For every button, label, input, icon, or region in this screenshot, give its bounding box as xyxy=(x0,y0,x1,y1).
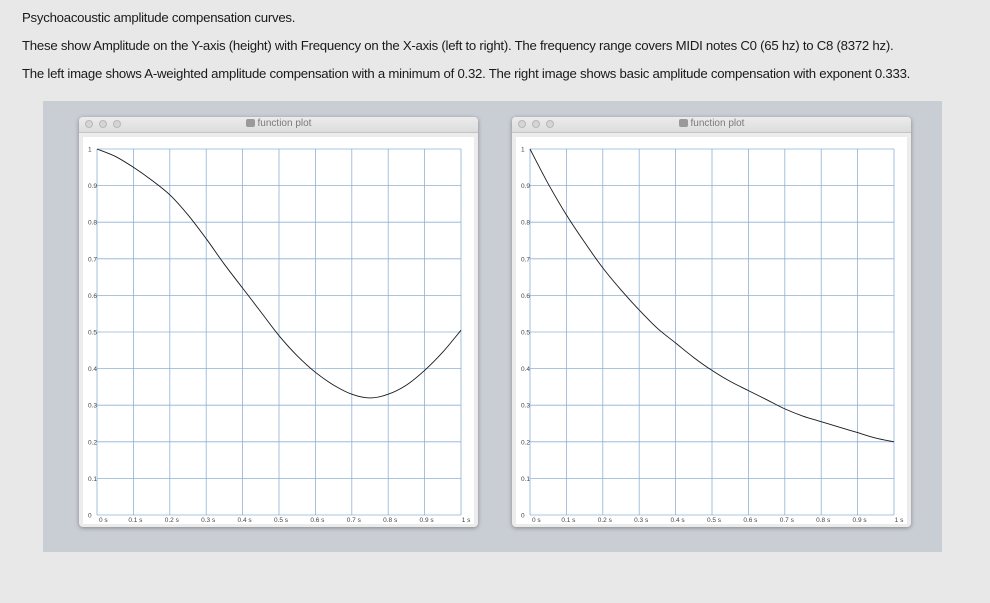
x-tick-label: 0.6 s xyxy=(743,517,758,524)
y-tick-label: 1 xyxy=(88,147,92,154)
y-tick-label: 0.2 xyxy=(521,439,530,446)
plot-area: 0 s 0.1 s 0.2 s 0.3 s 0.4 s 0.5 s 0.6 s 0.7 s 0.… xyxy=(83,137,474,524)
y-tick-label: 0.6 xyxy=(521,293,530,300)
x-tick-label: 0.8 s xyxy=(816,517,831,524)
y-tick-label: 0.7 xyxy=(88,256,97,263)
description-title: Psychoacoustic amplitude compensation cu… xyxy=(22,10,296,25)
x-tick-label: 0.6 s xyxy=(310,517,325,524)
x-tick-label: 0.5 s xyxy=(707,517,722,524)
window-title: function plot xyxy=(257,118,312,129)
x-tick-label: 0.8 s xyxy=(383,517,398,524)
y-tick-label: 0.3 xyxy=(88,403,97,410)
close-window-button[interactable] xyxy=(85,120,93,128)
y-tick-label: 0 xyxy=(521,513,525,520)
y-tick-label: 0.1 xyxy=(88,476,97,483)
description-images: The left image shows A-weighted amplitud… xyxy=(22,66,911,81)
x-tick-label: 0.5 s xyxy=(274,517,289,524)
document-icon xyxy=(678,119,688,127)
y-tick-label: 0.5 xyxy=(88,330,97,337)
y-tick-label: 0.9 xyxy=(88,183,97,190)
window-titlebar[interactable]: function plot xyxy=(79,117,478,133)
series-line xyxy=(529,148,895,443)
y-tick-label: 0.6 xyxy=(88,293,97,300)
y-tick-label: 0.5 xyxy=(521,330,530,337)
x-tick-label: 0.2 s xyxy=(598,517,613,524)
a-weighted-compensation-chart: 0 s 0.1 s 0.2 s 0.3 s 0.4 s 0.5 s 0.6 s 0.7 s 0.… xyxy=(88,147,471,525)
x-tick-label: 0 s xyxy=(532,517,541,524)
x-tick-label: 0.4 s xyxy=(238,517,253,524)
y-tick-label: 0 xyxy=(88,513,92,520)
x-tick-label: 0.1 s xyxy=(128,517,143,524)
series-line xyxy=(96,148,462,399)
y-tick-label: 0.8 xyxy=(521,220,530,227)
plot-window-left[interactable]: function plot 0 s 0.1 s 0.2 s 0.3 s 0.4 s 0.5… xyxy=(79,117,478,527)
document-icon xyxy=(245,119,255,127)
y-tick-label: 0.4 xyxy=(521,366,530,373)
x-tick-label: 0.7 s xyxy=(347,517,362,524)
window-title: function plot xyxy=(690,118,745,129)
x-tick-label: 0.9 s xyxy=(853,517,868,524)
zoom-window-button[interactable] xyxy=(546,120,554,128)
y-tick-label: 0.3 xyxy=(521,403,530,410)
basic-compensation-chart: 0 s 0.1 s 0.2 s 0.3 s 0.4 s 0.5 s 0.6 s 0.7 s 0.… xyxy=(521,147,904,525)
y-tick-label: 0.7 xyxy=(521,256,530,263)
window-titlebar[interactable]: function plot xyxy=(512,117,911,133)
x-tick-label: 0.4 s xyxy=(671,517,686,524)
close-window-button[interactable] xyxy=(518,120,526,128)
y-tick-label: 0.4 xyxy=(88,366,97,373)
x-tick-label: 0.9 s xyxy=(420,517,435,524)
plot-window-right[interactable]: function plot 0 s 0.1 s 0.2 s 0.3 s 0.4 s 0.5… xyxy=(512,117,911,527)
x-tick-label: 0.1 s xyxy=(561,517,576,524)
y-tick-label: 1 xyxy=(521,147,525,154)
y-tick-label: 0.9 xyxy=(521,183,530,190)
x-tick-label: 0 s xyxy=(99,517,108,524)
x-tick-label: 1 s xyxy=(462,517,471,524)
zoom-window-button[interactable] xyxy=(113,120,121,128)
x-tick-label: 0.3 s xyxy=(634,517,649,524)
x-tick-label: 0.7 s xyxy=(780,517,795,524)
y-tick-label: 0.8 xyxy=(88,220,97,227)
x-tick-label: 0.2 s xyxy=(165,517,180,524)
y-tick-label: 0.1 xyxy=(521,476,530,483)
y-tick-label: 0.2 xyxy=(88,439,97,446)
description-axes: These show Amplitude on the Y-axis (heig… xyxy=(22,38,894,53)
minimize-window-button[interactable] xyxy=(532,120,540,128)
minimize-window-button[interactable] xyxy=(99,120,107,128)
x-tick-label: 1 s xyxy=(895,517,904,524)
plot-area: 0 s 0.1 s 0.2 s 0.3 s 0.4 s 0.5 s 0.6 s 0.7 s 0.… xyxy=(516,137,907,524)
x-tick-label: 0.3 s xyxy=(201,517,216,524)
